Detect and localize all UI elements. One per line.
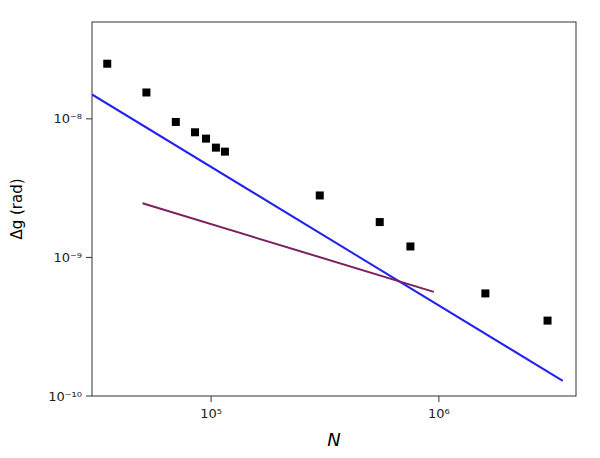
x-axis-label: N	[327, 429, 340, 450]
data-point	[221, 148, 229, 156]
y-tick-label: 10⁻¹⁰	[48, 389, 82, 404]
data-point	[316, 191, 324, 199]
y-tick	[86, 396, 92, 397]
data-point	[172, 118, 180, 126]
plot-area	[92, 60, 563, 381]
line	[143, 203, 434, 292]
data-point	[212, 144, 220, 152]
y-tick	[86, 118, 92, 119]
x-tick	[211, 396, 212, 402]
x-tick-label: 10⁶	[428, 406, 450, 421]
line	[92, 94, 563, 380]
y-axis-label: Δg (rad)	[8, 178, 26, 239]
y-tick	[86, 257, 92, 258]
data-point	[406, 242, 414, 250]
data-point	[142, 88, 150, 96]
y-tick-label: 10⁻⁹	[53, 250, 82, 265]
data-point	[202, 135, 210, 143]
data-point	[191, 128, 199, 136]
chart: 10⁵ 10⁶ 10⁻¹⁰ 10⁻⁹ 10⁻⁸ N Δg (rad)	[0, 0, 600, 458]
data-point	[544, 317, 552, 325]
data-point	[481, 289, 489, 297]
data-point	[103, 60, 111, 68]
y-tick-label: 10⁻⁸	[53, 111, 82, 126]
data-point	[376, 218, 384, 226]
x-tick	[438, 396, 439, 402]
plot-frame	[92, 22, 576, 396]
x-tick-label: 10⁵	[200, 406, 222, 421]
